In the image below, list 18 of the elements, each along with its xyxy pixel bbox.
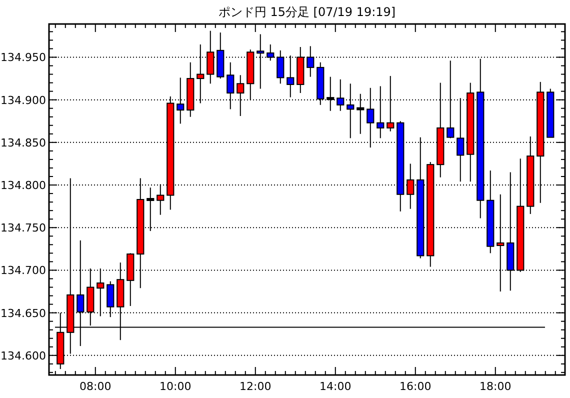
x-tick-label: 10:00 bbox=[160, 380, 192, 393]
y-tick-label: 134.850 bbox=[0, 136, 46, 150]
y-tick-label: 134.600 bbox=[0, 349, 46, 362]
x-tick-label: 16:00 bbox=[400, 380, 432, 393]
x-tick-label: 08:00 bbox=[80, 380, 112, 393]
y-tick-label: 134.800 bbox=[0, 179, 46, 192]
candlestick bbox=[366, 87, 374, 148]
x-tick-label: 14:00 bbox=[320, 380, 352, 393]
chart-title: ポンド円 15分足 [07/19 19:19] bbox=[218, 5, 396, 19]
candlestick bbox=[156, 184, 164, 216]
y-tick-label: 134.700 bbox=[0, 264, 46, 278]
candlestick bbox=[96, 268, 104, 317]
y-tick-label: 134.650 bbox=[0, 306, 46, 320]
x-tick-label: 18:00 bbox=[480, 380, 512, 393]
y-tick-label: 134.900 bbox=[0, 94, 46, 107]
y-tick-label: 134.950 bbox=[0, 51, 46, 64]
y-tick-label: 134.750 bbox=[0, 222, 46, 235]
x-tick-label: 12:00 bbox=[240, 380, 272, 393]
